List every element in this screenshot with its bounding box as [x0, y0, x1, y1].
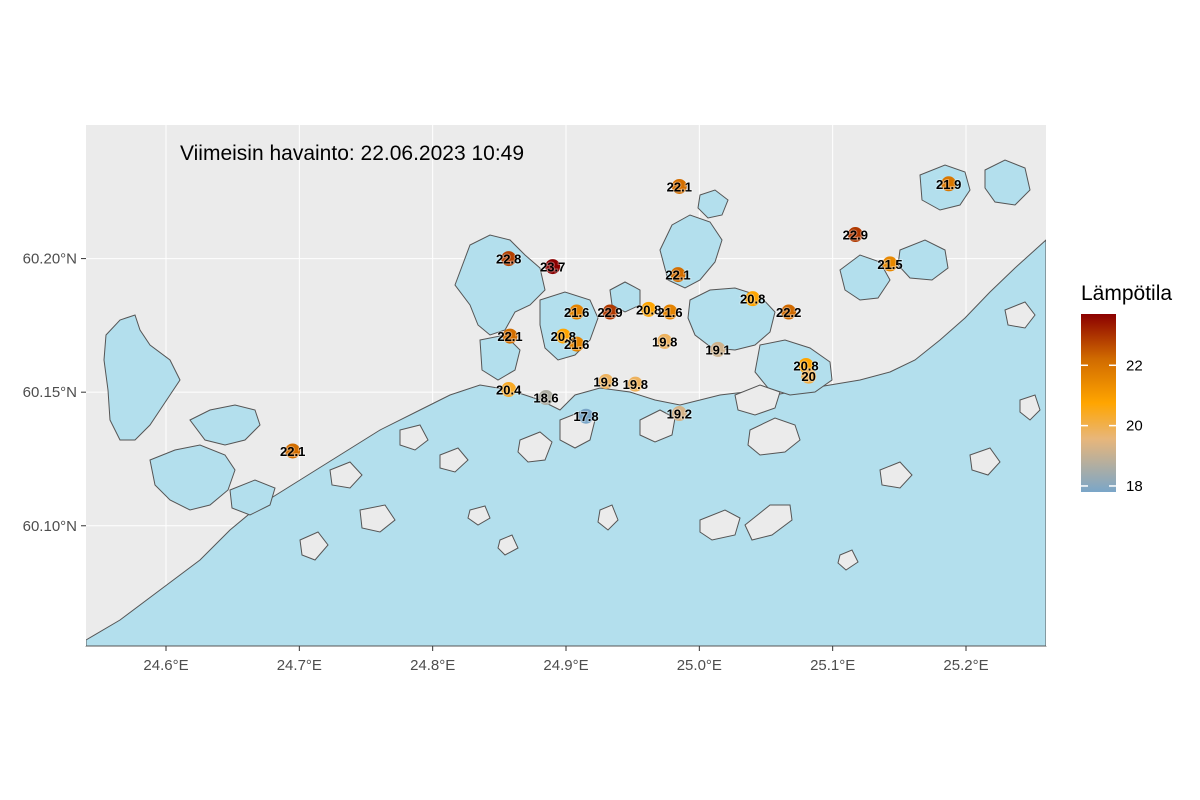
- x-tick-label: 25.0°E: [677, 657, 722, 674]
- x-tick-label: 24.9°E: [543, 657, 588, 674]
- station-point: [781, 304, 797, 320]
- station-value-label: 22.8: [496, 252, 521, 267]
- station-point: [598, 373, 614, 389]
- station-point: [502, 328, 518, 344]
- station-point: [627, 376, 643, 392]
- station-value-label: 20.8: [793, 358, 818, 373]
- station-point: [569, 336, 585, 352]
- station-value-label: 22.1: [665, 268, 690, 283]
- station-point: [882, 256, 898, 272]
- x-tick-label: 25.2°E: [943, 657, 988, 674]
- station-value-label: 21.6: [564, 305, 589, 320]
- station-point: [671, 406, 687, 422]
- x-tick-label: 24.6°E: [143, 657, 188, 674]
- station-value-label: 18.6: [533, 391, 558, 406]
- legend-title: Lämpötila: [1081, 282, 1172, 305]
- observation-title: Viimeisin havainto: 22.06.2023 10:49: [180, 142, 524, 165]
- station-point: [501, 382, 517, 398]
- station-value-label: 22.9: [843, 228, 868, 243]
- x-tick-label: 25.1°E: [810, 657, 855, 674]
- station-value-label: 21.6: [657, 305, 682, 320]
- legend-colorbar: [1081, 314, 1116, 492]
- station-point: [671, 178, 687, 194]
- legend-tick-label: 22: [1126, 357, 1143, 374]
- station-value-label: 22.1: [280, 444, 305, 459]
- station-point: [745, 291, 761, 307]
- station-point: [501, 251, 517, 267]
- frame-left-mask: [0, 125, 86, 646]
- station-value-label: 22.2: [776, 305, 801, 320]
- station-point: [657, 333, 673, 349]
- station-point: [545, 259, 561, 275]
- legend-tick-label: 18: [1126, 478, 1143, 495]
- station-point: [578, 408, 594, 424]
- station-point: [285, 443, 301, 459]
- station-value-label: 21.6: [564, 337, 589, 352]
- y-tick-label: 60.10°N: [23, 518, 77, 535]
- station-point: [641, 301, 657, 317]
- station-value-label: 19.8: [593, 374, 618, 389]
- station-points: [285, 176, 957, 459]
- x-tick-label: 24.7°E: [277, 657, 322, 674]
- station-point: [801, 368, 817, 384]
- station-point: [710, 341, 726, 357]
- legend: Lämpötila 18 20 22: [1081, 282, 1172, 495]
- station-point: [538, 390, 554, 406]
- x-axis: 24.6°E 24.7°E 24.8°E 24.9°E 25.0°E 25.1°E 25.2…: [143, 646, 989, 674]
- station-value-label: 23.7: [540, 260, 565, 275]
- y-tick-label: 60.20°N: [23, 251, 77, 268]
- station-labels: 22.122.122.822.123.721.620.821.622.9 20.8…: [279, 176, 962, 460]
- station-value-label: 19.2: [667, 407, 692, 422]
- station-point: [662, 304, 678, 320]
- station-point: [670, 267, 686, 283]
- station-value-label: 20.4: [496, 383, 522, 398]
- station-value-label: 20.8: [740, 292, 765, 307]
- station-value-label: 22.1: [667, 179, 692, 194]
- station-value-label: 20.8: [636, 302, 661, 317]
- y-tick-label: 60.15°N: [23, 384, 77, 401]
- frame-right-mask: [1046, 125, 1200, 646]
- station-value-label: 21.5: [877, 257, 902, 272]
- legend-ticks: 18 20 22: [1081, 357, 1143, 495]
- x-tick-label: 24.8°E: [410, 657, 455, 674]
- station-value-label: 19.8: [652, 334, 677, 349]
- station-value-label: 22.9: [597, 305, 622, 320]
- station-value-label: 22.1: [497, 329, 522, 344]
- islands: [299, 301, 1041, 571]
- legend-tick-label: 20: [1126, 418, 1143, 435]
- station-point: [569, 304, 585, 320]
- y-axis: 60.10°N 60.15°N 60.20°N: [23, 251, 86, 535]
- station-value-label: 19.8: [623, 377, 648, 392]
- station-point: [941, 176, 957, 192]
- station-value-label: 17.8: [573, 409, 598, 424]
- station-point: [602, 304, 618, 320]
- station-value-label: 21.9: [936, 177, 961, 192]
- station-point: [555, 328, 571, 344]
- station-point: [847, 227, 863, 243]
- station-value-label: 20.8: [551, 329, 576, 344]
- station-value-label: 20: [801, 369, 815, 384]
- station-value-label: 19.1: [705, 342, 730, 357]
